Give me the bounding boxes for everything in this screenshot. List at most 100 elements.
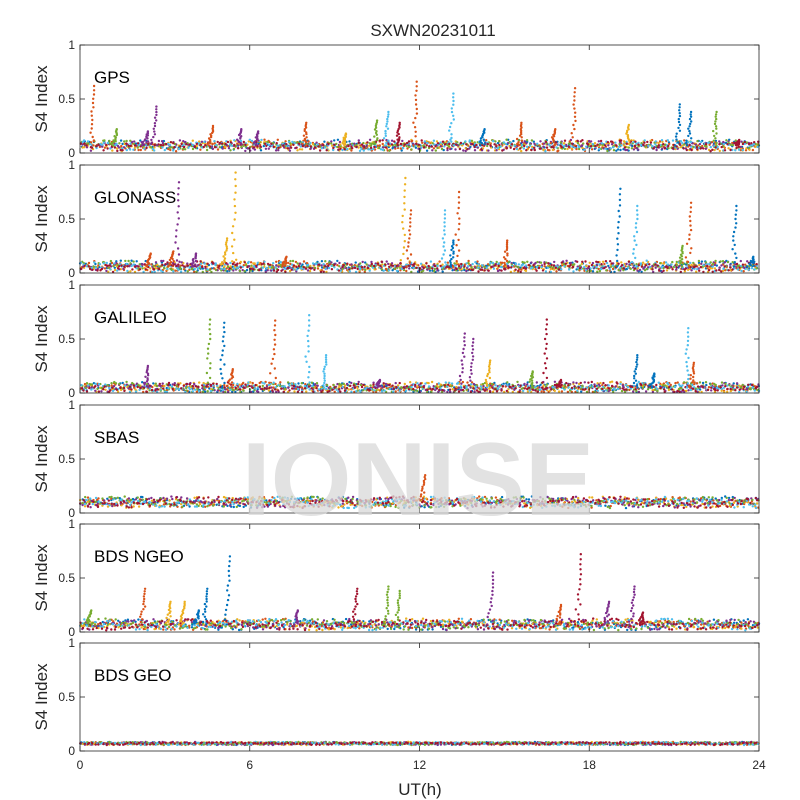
data-point	[132, 148, 135, 151]
data-point	[663, 147, 667, 150]
data-point	[161, 142, 165, 145]
data-point	[350, 263, 353, 266]
data-point	[433, 264, 437, 268]
data-point	[119, 139, 123, 142]
data-point	[102, 149, 105, 152]
data-point	[157, 268, 161, 271]
data-point	[626, 129, 629, 132]
data-point	[406, 147, 409, 150]
data-point	[286, 381, 290, 384]
data-point	[234, 178, 237, 181]
data-point	[654, 263, 657, 266]
data-point	[338, 140, 342, 144]
data-point	[563, 147, 567, 151]
data-point	[635, 263, 638, 266]
data-point	[415, 112, 419, 115]
data-point	[458, 147, 462, 151]
data-point	[572, 270, 575, 273]
data-point	[580, 262, 584, 265]
data-point	[89, 143, 92, 146]
data-point	[649, 141, 653, 144]
data-point	[275, 260, 278, 263]
data-point	[285, 255, 288, 258]
data-point	[476, 260, 479, 263]
data-point	[300, 382, 303, 385]
data-point	[397, 132, 400, 136]
data-point	[563, 384, 566, 387]
data-point	[674, 144, 677, 147]
data-point	[426, 141, 429, 145]
data-point	[690, 269, 693, 272]
data-point	[330, 261, 333, 264]
data-point	[575, 147, 578, 151]
data-point	[704, 143, 708, 146]
data-point	[223, 267, 226, 271]
axes-background	[80, 165, 759, 273]
data-point	[301, 142, 304, 145]
data-point	[577, 145, 581, 149]
data-point	[495, 145, 498, 148]
data-point	[204, 265, 207, 268]
data-point	[713, 267, 717, 270]
data-point	[110, 384, 113, 387]
data-point	[239, 266, 242, 269]
data-point	[443, 229, 446, 232]
data-point	[473, 145, 476, 149]
data-point	[333, 263, 336, 267]
data-point	[554, 266, 557, 269]
data-point	[496, 141, 500, 145]
data-point	[213, 146, 217, 149]
data-point	[90, 114, 94, 117]
data-point	[384, 146, 387, 149]
data-point	[294, 260, 298, 264]
data-point	[360, 143, 364, 146]
data-point	[675, 263, 679, 267]
data-point	[495, 260, 498, 264]
data-point	[375, 130, 378, 133]
data-point	[622, 148, 625, 151]
data-point	[702, 264, 705, 267]
data-point	[235, 266, 239, 269]
data-point	[276, 138, 279, 141]
data-point	[590, 148, 594, 151]
data-point	[415, 85, 418, 88]
data-point	[226, 140, 230, 144]
data-point	[616, 226, 620, 229]
data-point	[261, 266, 265, 269]
data-point	[249, 261, 253, 264]
data-point	[259, 149, 263, 152]
data-point	[588, 261, 591, 264]
data-point	[222, 255, 225, 258]
data-point	[297, 382, 300, 385]
data-point	[403, 233, 406, 237]
data-point	[540, 265, 543, 269]
data-point	[303, 128, 306, 131]
figure-title: SXWN20231011	[370, 21, 495, 40]
data-point	[512, 261, 515, 265]
data-point	[646, 140, 649, 144]
data-point	[325, 270, 328, 274]
data-point	[450, 110, 454, 114]
data-point	[441, 263, 444, 266]
data-point	[684, 256, 688, 259]
data-point	[675, 268, 678, 271]
data-point	[94, 389, 97, 392]
data-point	[415, 140, 418, 143]
data-point	[623, 146, 626, 149]
data-point	[373, 128, 377, 131]
data-point	[370, 142, 373, 145]
data-point	[417, 143, 421, 147]
data-point	[110, 141, 114, 145]
data-point	[438, 260, 441, 263]
data-point	[108, 264, 111, 267]
data-point	[153, 149, 156, 152]
data-point	[105, 261, 109, 265]
data-point	[350, 381, 353, 385]
data-point	[584, 269, 588, 272]
data-point	[382, 269, 385, 272]
data-point	[683, 143, 686, 146]
data-point	[151, 147, 155, 151]
data-point	[471, 268, 474, 272]
data-point	[542, 384, 545, 387]
data-point	[92, 93, 96, 96]
